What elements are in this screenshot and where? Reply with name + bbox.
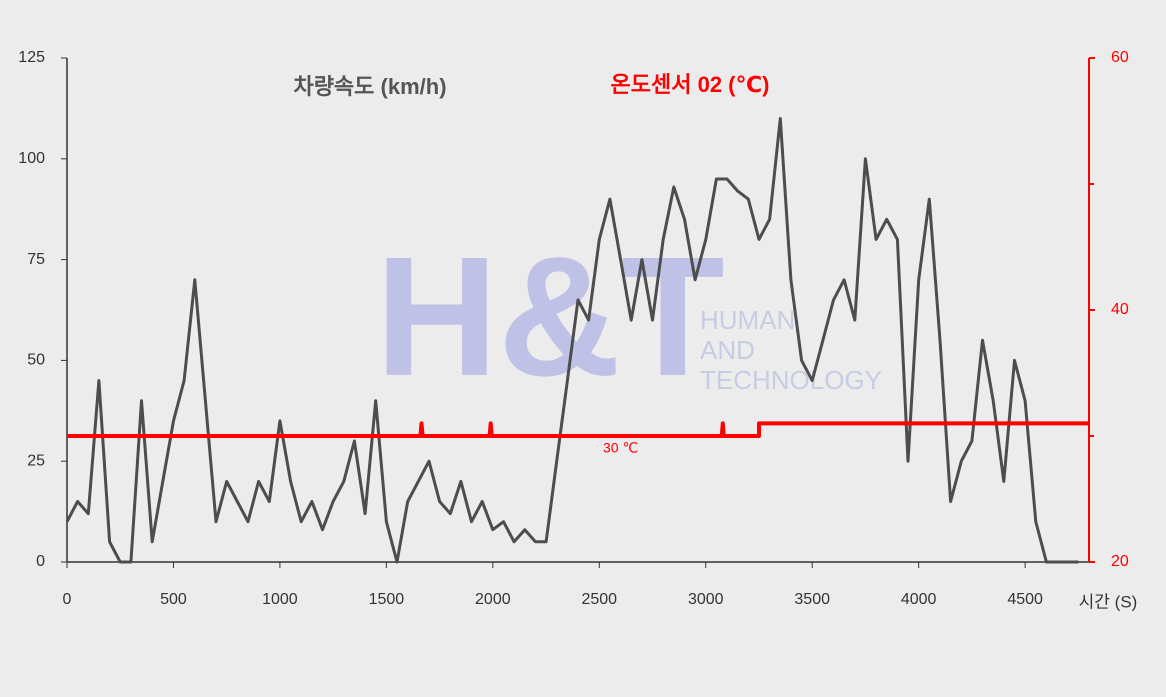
watermark-text: HUMAN bbox=[700, 305, 795, 335]
series-line bbox=[65, 117, 1079, 564]
annotation: 30 ℃ bbox=[603, 439, 638, 455]
watermark-text: AND bbox=[700, 335, 755, 365]
x-tick-label: 4000 bbox=[901, 591, 937, 608]
series-line bbox=[67, 421, 1089, 438]
y-tick-label: 75 bbox=[27, 251, 45, 268]
x-tick-label: 3000 bbox=[688, 591, 724, 608]
watermark: H&T HUMAN AND TECHNOLOGY bbox=[375, 222, 882, 412]
x-tick-label: 2000 bbox=[475, 591, 511, 608]
y-tick-label: 50 bbox=[27, 352, 45, 369]
watermark-text: TECHNOLOGY bbox=[700, 365, 882, 395]
x-axis-label: 시간 (S) bbox=[1079, 592, 1138, 611]
x-tick-label: 4500 bbox=[1007, 591, 1043, 608]
y-tick-label: 100 bbox=[18, 150, 45, 167]
legend-temp: 온도센서 02 (℃) bbox=[611, 72, 770, 97]
x-tick-label: 1500 bbox=[369, 591, 405, 608]
y2-tick-label: 60 bbox=[1111, 49, 1129, 66]
watermark-logo: H&T bbox=[375, 222, 724, 412]
x-tick-label: 0 bbox=[63, 591, 72, 608]
y2-tick-label: 40 bbox=[1111, 301, 1129, 318]
legend-speed: 차량속도 (km/h) bbox=[293, 74, 446, 99]
y-tick-label: 125 bbox=[18, 49, 45, 66]
x-tick-label: 2500 bbox=[581, 591, 617, 608]
x-tick-label: 500 bbox=[160, 591, 187, 608]
y-tick-label: 25 bbox=[27, 452, 45, 469]
y2-tick-label: 20 bbox=[1111, 553, 1129, 570]
x-tick-label: 1000 bbox=[262, 591, 298, 608]
y-tick-label: 0 bbox=[36, 553, 45, 570]
x-tick-label: 3500 bbox=[794, 591, 830, 608]
